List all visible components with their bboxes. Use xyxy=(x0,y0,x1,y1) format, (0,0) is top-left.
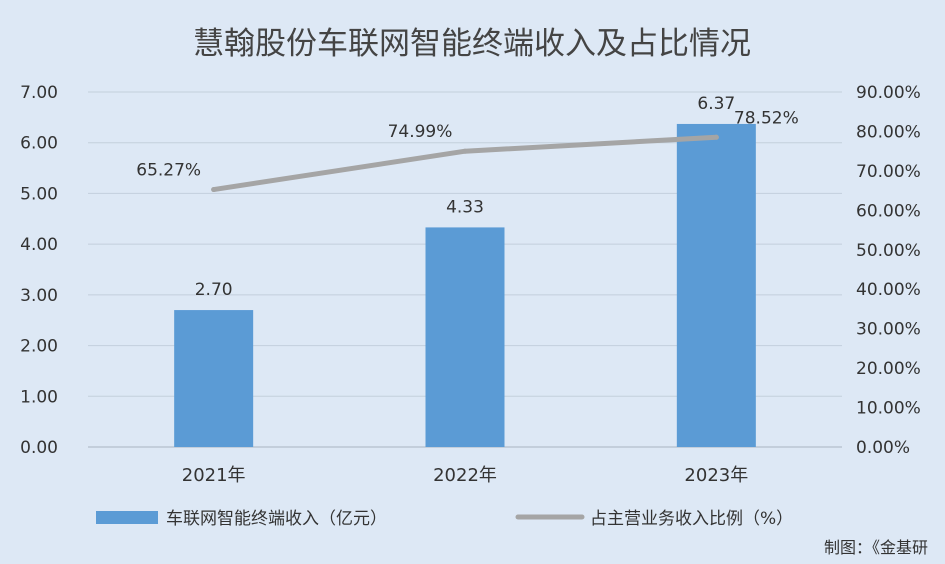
left-tick-label: 6.00 xyxy=(20,134,58,154)
bar-value-label: 6.37 xyxy=(697,94,735,114)
right-tick-label: 50.00% xyxy=(856,241,921,261)
right-tick-label: 40.00% xyxy=(856,280,921,300)
chart-title: 慧翰股份车联网智能终端收入及占比情况 xyxy=(193,26,751,62)
left-tick-label: 0.00 xyxy=(20,438,58,458)
legend-label-line: 占主营业务收入比例（%） xyxy=(590,509,793,529)
bar-value-label: 4.33 xyxy=(446,197,484,217)
right-axis-ticks: 0.00% 10.00% 20.00% 30.00% 40.00% 50.00% 60.00… xyxy=(856,83,921,458)
line-point xyxy=(462,148,468,154)
left-tick-label: 4.00 xyxy=(20,235,58,255)
left-tick-label: 5.00 xyxy=(20,184,58,204)
left-axis-ticks: 0.00 1.00 2.00 3.00 4.00 5.00 6.00 7.00 xyxy=(20,83,58,458)
right-tick-label: 0.00% xyxy=(856,438,910,458)
left-tick-label: 7.00 xyxy=(20,83,58,103)
line-path xyxy=(211,134,719,193)
line-value-label: 65.27% xyxy=(136,161,201,181)
right-tick-label: 10.00% xyxy=(856,399,921,419)
bar-series xyxy=(174,123,756,447)
bar xyxy=(174,310,254,447)
right-tick-label: 30.00% xyxy=(856,320,921,340)
credit: 制图：《金基研 xyxy=(824,538,928,557)
x-category-label: 2023年 xyxy=(684,465,748,486)
legend-label-bar: 车联网智能终端收入（亿元） xyxy=(166,509,387,529)
left-tick-label: 1.00 xyxy=(20,387,58,407)
right-tick-label: 70.00% xyxy=(856,162,921,182)
legend-swatch-bar xyxy=(96,511,158,524)
left-tick-label: 3.00 xyxy=(20,286,58,306)
right-tick-label: 80.00% xyxy=(856,122,921,142)
x-axis-categories: 2021年 2022年 2023年 xyxy=(182,465,748,486)
bar xyxy=(425,227,505,447)
legend: 车联网智能终端收入（亿元） 占主营业务收入比例（%） xyxy=(96,509,793,529)
line-value-label: 74.99% xyxy=(388,122,453,142)
line-point xyxy=(713,134,719,140)
bar-value-label: 2.70 xyxy=(195,280,233,300)
line-series xyxy=(211,134,719,193)
x-category-label: 2021年 xyxy=(182,465,246,486)
right-tick-label: 90.00% xyxy=(856,83,921,103)
right-tick-label: 60.00% xyxy=(856,201,921,221)
line-value-label: 78.52% xyxy=(734,108,799,128)
line-point xyxy=(211,187,217,193)
bar xyxy=(676,123,756,447)
data-labels: 2.70 4.33 6.37 65.27% 74.99% 78.52% xyxy=(136,94,798,300)
right-tick-label: 20.00% xyxy=(856,359,921,379)
x-category-label: 2022年 xyxy=(433,465,497,486)
left-tick-label: 2.00 xyxy=(20,337,58,357)
